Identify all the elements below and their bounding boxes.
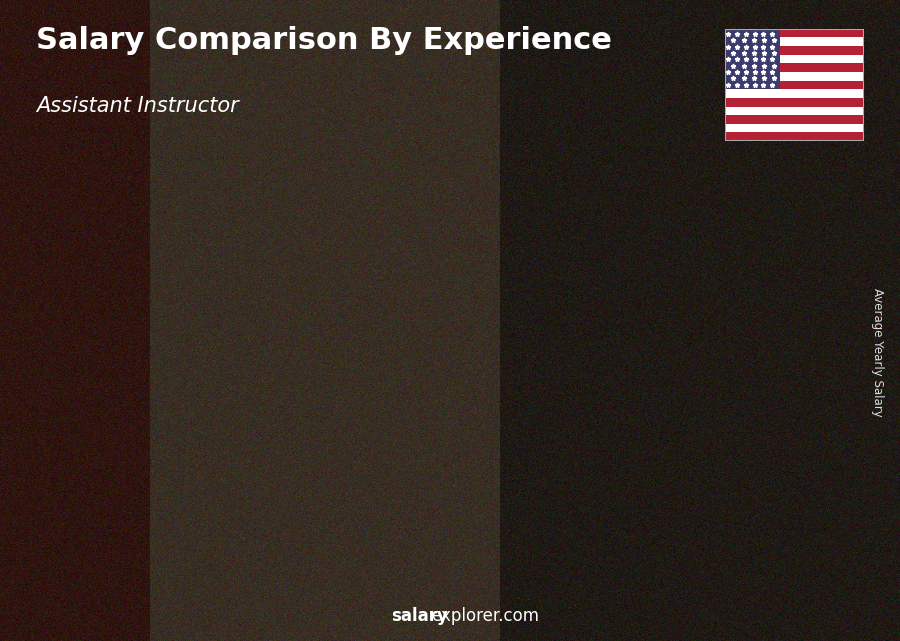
Polygon shape [275,395,281,558]
Text: 15 to 20: 15 to 20 [580,586,655,601]
Text: 66,400 USD: 66,400 USD [451,324,529,337]
Bar [85,435,150,558]
Bar [724,29,780,89]
Bar [460,298,526,558]
Bar [724,37,864,46]
Bar [585,277,651,558]
Bar [724,46,864,54]
Bar [724,72,864,81]
Text: 31,500 USD: 31,500 USD [115,449,194,462]
Bar [724,124,864,133]
Bar [724,106,864,115]
Text: 2 to 5: 2 to 5 [216,586,268,601]
Text: 41,600 USD: 41,600 USD [240,421,319,434]
Bar [724,63,864,72]
Text: 20+ Years: 20+ Years [698,586,788,601]
Text: +19%: +19% [401,231,459,249]
Bar [724,54,864,63]
Text: 71,700 USD: 71,700 USD [576,303,655,316]
Polygon shape [776,257,781,558]
Text: salary: salary [392,607,448,625]
Text: Assistant Instructor: Assistant Instructor [36,96,238,116]
Text: 55,700 USD: 55,700 USD [326,366,404,379]
Bar [711,257,776,558]
Text: +8%: +8% [535,215,576,233]
Text: Salary Comparison By Experience: Salary Comparison By Experience [36,26,612,54]
Text: 10 to 15: 10 to 15 [455,586,530,601]
Text: 76,900 USD: 76,900 USD [701,283,780,296]
Polygon shape [150,435,156,558]
Bar [210,395,275,558]
Text: +7%: +7% [660,194,702,212]
Bar [724,98,864,106]
Text: +34%: +34% [276,273,334,292]
Text: < 2 Years: < 2 Years [75,586,160,601]
Text: 5 to 10: 5 to 10 [336,586,400,601]
Polygon shape [400,340,406,558]
Bar [335,340,400,558]
Text: Average Yearly Salary: Average Yearly Salary [871,288,884,417]
Bar [724,115,864,124]
Bar [724,89,864,98]
Polygon shape [526,298,531,558]
Polygon shape [651,277,656,558]
Bar [724,29,864,37]
Text: explorer.com: explorer.com [431,607,539,625]
Text: +32%: +32% [153,329,207,347]
Bar [724,133,864,141]
Bar [724,81,864,89]
